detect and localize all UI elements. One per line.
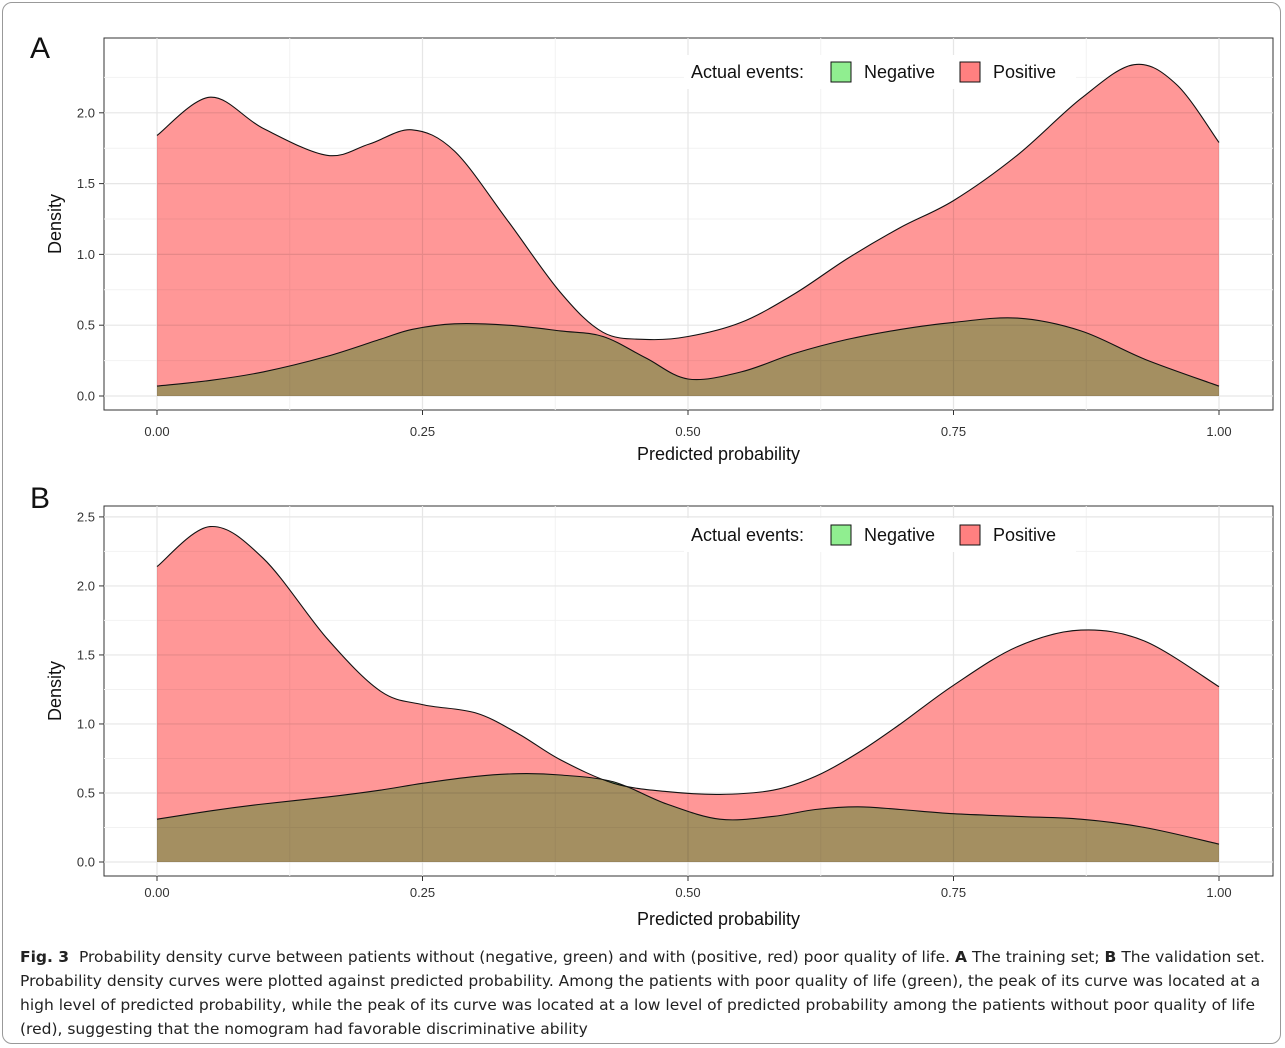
density-area-negative [157, 317, 1219, 396]
density-area-positive [157, 64, 1219, 396]
density-area-positive [157, 526, 1219, 862]
legend-key-positive [959, 524, 981, 546]
y-tick-label: 0.5 [77, 785, 95, 800]
x-axis-title: Predicted probability [637, 909, 800, 929]
y-axis-title: Density [45, 194, 65, 254]
legend-label-negative: Negative [864, 62, 935, 82]
x-tick-label: 0.25 [410, 424, 435, 439]
density-curve-negative [156, 317, 1220, 387]
legend-label-positive: Positive [993, 62, 1056, 82]
panel-letter-b: B [30, 482, 50, 515]
legend-label-negative: Negative [864, 525, 935, 545]
density-area-negative [157, 773, 1219, 862]
x-tick-label: 0.00 [144, 424, 169, 439]
density-curve-negative [156, 773, 1220, 845]
legend-key-positive [959, 61, 981, 83]
x-tick-label: 0.75 [941, 885, 966, 900]
caption-text-b: The validation set. Probability density … [20, 948, 1265, 1038]
x-tick-label: 1.00 [1206, 885, 1231, 900]
legend: Actual events: Negative Positive [684, 55, 1076, 89]
legend: Actual events: Negative Positive [684, 518, 1076, 552]
y-tick-label: 2.5 [77, 509, 95, 524]
x-tick-label: 0.00 [144, 885, 169, 900]
figure-charts: 0.00 0.25 0.50 0.75 1.00 0.0 0.5 1.0 1.5 2.0 Predi… [30, 32, 1274, 929]
caption-mark-b: B [1104, 948, 1117, 966]
y-tick-label: 2.0 [77, 578, 95, 593]
x-tick-label: 0.50 [675, 424, 700, 439]
density-curve-positive [156, 63, 1220, 341]
x-tick-label: 0.25 [410, 885, 435, 900]
y-tick-label: 0.0 [77, 389, 95, 404]
x-tick-label: 0.75 [941, 424, 966, 439]
caption-label: Fig. 3 [20, 948, 70, 966]
caption-text-intro: Probability density curve between patien… [78, 948, 951, 966]
y-tick-label: 1.5 [77, 647, 95, 662]
y-tick-label: 1.0 [77, 247, 95, 262]
panel-letter-a: A [30, 32, 50, 65]
x-axis-title: Predicted probability [637, 444, 800, 464]
y-tick-label: 0.5 [77, 318, 95, 333]
chart-panel-a: 0.00 0.25 0.50 0.75 1.00 0.0 0.5 1.0 1.5 2.0 Predi… [30, 32, 1274, 464]
legend-title: Actual events: [691, 525, 804, 545]
legend-label-positive: Positive [993, 525, 1056, 545]
y-tick-label: 2.0 [77, 105, 95, 120]
x-tick-label: 0.50 [675, 885, 700, 900]
chart-panel-b: 0.00 0.25 0.50 0.75 1.00 0.0 0.5 1.0 1.5 2.0 2.5 Pr… [30, 482, 1274, 929]
caption-text-a: The training set; [971, 948, 1100, 966]
y-tick-label: 0.0 [77, 855, 95, 870]
density-curve-positive [156, 526, 1220, 795]
figure-caption: Fig. 3 Probability density curve between… [20, 945, 1275, 1041]
legend-background [684, 55, 1076, 89]
y-axis-title: Density [45, 661, 65, 721]
x-tick-label: 1.00 [1206, 424, 1231, 439]
y-tick-label: 1.0 [77, 716, 95, 731]
legend-title: Actual events: [691, 62, 804, 82]
caption-mark-a: A [955, 948, 968, 966]
y-tick-label: 1.5 [77, 176, 95, 191]
legend-key-negative [830, 61, 852, 83]
legend-key-negative [830, 524, 852, 546]
legend-background [684, 518, 1076, 552]
